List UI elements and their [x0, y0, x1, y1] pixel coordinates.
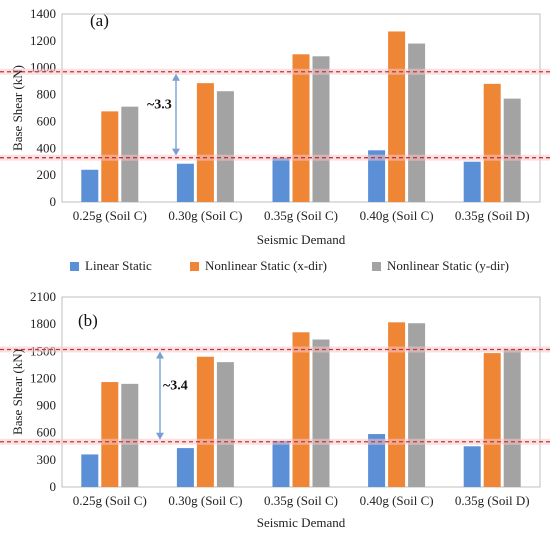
bar-nonlinear-x [196, 83, 214, 202]
x-tick-label: 0.35g (Soil D) [455, 208, 530, 223]
y-tick-label: 0 [50, 479, 57, 494]
legend-swatch-nonlinear-x [190, 261, 199, 271]
bar-nonlinear-x [483, 83, 501, 202]
ratio-arrow-head-top [156, 351, 164, 359]
y-tick-label: 200 [37, 167, 57, 182]
bar-linear-static [81, 169, 99, 202]
bar-nonlinear-x [292, 332, 310, 487]
y-tick-label: 600 [37, 113, 57, 128]
ratio-annotation: ~3.3 [147, 98, 172, 113]
x-tick-label: 0.35g (Soil C) [264, 208, 338, 223]
x-tick-label: 0.30g (Soil C) [168, 208, 242, 223]
legend-item-nonlinear-y: Nonlinear Static (y-dir) [372, 258, 509, 274]
x-tick-label: 0.25g (Soil C) [73, 493, 147, 508]
x-tick-label: 0.25g (Soil C) [73, 208, 147, 223]
y-tick-label: 800 [37, 87, 57, 102]
y-axis-label: Base Shear (kN) [10, 349, 25, 435]
bar-nonlinear-y [216, 91, 234, 202]
y-tick-label: 0 [50, 194, 57, 209]
bar-nonlinear-y [408, 323, 426, 487]
y-tick-label: 900 [37, 398, 57, 413]
bar-linear-static [272, 157, 290, 202]
bar-nonlinear-x [388, 322, 406, 487]
bar-linear-static [272, 440, 290, 487]
bar-linear-static [81, 454, 99, 487]
bar-nonlinear-y [216, 362, 234, 487]
bar-nonlinear-x [388, 31, 406, 203]
bar-nonlinear-y [312, 56, 330, 202]
panel-label: (b) [78, 311, 98, 330]
legend-item-nonlinear-x: Nonlinear Static (x-dir) [190, 258, 327, 274]
bar-linear-static [368, 150, 386, 202]
ratio-arrow-head-bottom [156, 432, 164, 440]
bar-nonlinear-y [121, 383, 139, 487]
bar-nonlinear-y [503, 349, 521, 487]
y-tick-label: 400 [37, 140, 57, 155]
x-axis-label: Seismic Demand [257, 515, 346, 530]
legend: Linear Static Nonlinear Static (x-dir) N… [70, 258, 550, 278]
panel-label: (a) [90, 11, 109, 30]
legend-item-linear-static: Linear Static [70, 258, 152, 274]
bar-linear-static [463, 161, 481, 202]
x-tick-label: 0.40g (Soil C) [360, 208, 434, 223]
x-axis-label: Seismic Demand [257, 232, 346, 247]
y-tick-label: 1800 [30, 316, 56, 331]
bar-nonlinear-y [312, 339, 330, 487]
y-tick-label: 1400 [30, 6, 56, 21]
legend-swatch-nonlinear-y [372, 261, 381, 271]
bar-nonlinear-x [292, 54, 310, 203]
bar-linear-static [463, 446, 481, 487]
y-tick-label: 1200 [30, 33, 56, 48]
y-axis-label: Base Shear (kN) [10, 65, 25, 151]
y-tick-label: 2100 [30, 289, 56, 304]
bar-nonlinear-x [483, 353, 501, 487]
bar-nonlinear-y [408, 43, 426, 202]
x-tick-label: 0.35g (Soil D) [455, 493, 530, 508]
ratio-annotation: ~3.4 [163, 379, 188, 394]
bar-nonlinear-y [503, 98, 521, 202]
bar-nonlinear-y [121, 106, 139, 202]
ratio-arrow-head-top [172, 73, 180, 81]
chart-panel-b: 030060090012001500180021000.25g (Soil C)… [0, 289, 550, 530]
bar-linear-static [176, 163, 194, 202]
legend-label-linear-static: Linear Static [85, 258, 152, 273]
bar-linear-static [176, 448, 194, 487]
y-tick-label: 600 [37, 425, 57, 440]
ratio-arrow-head-bottom [172, 148, 180, 156]
legend-label-nonlinear-y: Nonlinear Static (y-dir) [387, 258, 510, 273]
x-tick-label: 0.30g (Soil C) [168, 493, 242, 508]
legend-label-nonlinear-x: Nonlinear Static (x-dir) [205, 258, 328, 273]
y-tick-label: 1200 [30, 370, 56, 385]
bar-nonlinear-x [101, 382, 119, 487]
x-tick-label: 0.35g (Soil C) [264, 493, 338, 508]
legend-swatch-linear-static [70, 261, 79, 271]
y-tick-label: 300 [37, 452, 57, 467]
bar-nonlinear-x [196, 356, 214, 487]
bar-linear-static [368, 434, 386, 487]
x-tick-label: 0.40g (Soil C) [360, 493, 434, 508]
